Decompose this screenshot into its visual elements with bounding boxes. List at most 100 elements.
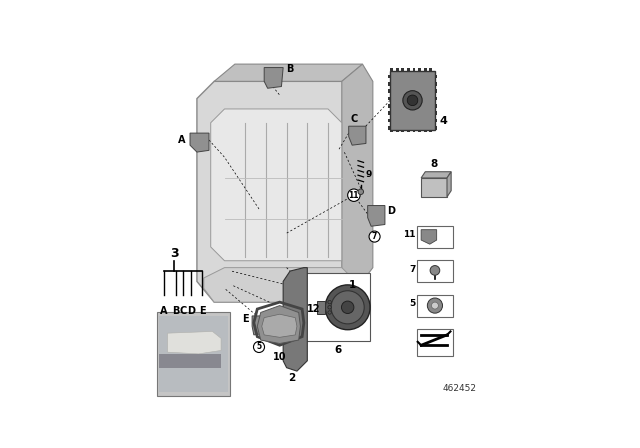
Text: D: D (387, 206, 395, 216)
Circle shape (348, 189, 360, 202)
Polygon shape (159, 354, 221, 368)
Circle shape (407, 95, 418, 106)
Circle shape (331, 291, 364, 324)
Circle shape (328, 306, 332, 309)
Bar (388, 104, 390, 108)
Circle shape (358, 189, 364, 194)
Text: 5: 5 (257, 342, 262, 352)
Polygon shape (342, 64, 373, 302)
Text: 11: 11 (349, 191, 359, 200)
Bar (413, 129, 415, 133)
Bar (435, 82, 437, 86)
Polygon shape (264, 68, 283, 88)
Bar (396, 68, 399, 71)
Circle shape (342, 301, 354, 314)
Text: 12: 12 (307, 304, 321, 314)
Bar (413, 68, 415, 71)
Polygon shape (211, 109, 342, 261)
Bar (424, 68, 426, 71)
Text: 4: 4 (439, 116, 447, 126)
Text: 9: 9 (366, 170, 372, 179)
FancyBboxPatch shape (421, 178, 447, 197)
Text: 10: 10 (273, 352, 287, 362)
Polygon shape (204, 267, 352, 302)
Bar (401, 68, 404, 71)
FancyBboxPatch shape (417, 225, 453, 248)
Circle shape (430, 266, 440, 275)
Text: B: B (172, 306, 179, 316)
Polygon shape (214, 64, 362, 82)
Text: 7: 7 (410, 264, 416, 274)
FancyBboxPatch shape (390, 71, 435, 129)
Text: 462452: 462452 (442, 384, 476, 393)
Bar (435, 75, 437, 78)
Bar (390, 129, 393, 133)
Text: B: B (287, 64, 294, 74)
Polygon shape (257, 306, 300, 344)
Text: 7: 7 (372, 232, 377, 241)
Bar (388, 126, 390, 129)
Polygon shape (197, 82, 362, 302)
Bar (401, 129, 404, 133)
Bar (435, 111, 437, 115)
FancyBboxPatch shape (307, 273, 371, 341)
Bar (388, 111, 390, 115)
Bar (388, 119, 390, 122)
Circle shape (369, 231, 380, 242)
Polygon shape (168, 332, 221, 354)
Polygon shape (252, 316, 266, 335)
Polygon shape (349, 126, 366, 145)
Polygon shape (421, 172, 451, 178)
Bar (396, 129, 399, 133)
FancyBboxPatch shape (417, 260, 453, 282)
Polygon shape (283, 267, 307, 371)
Polygon shape (447, 172, 451, 197)
Text: C: C (351, 114, 358, 124)
Circle shape (403, 90, 422, 110)
Text: A: A (161, 306, 168, 316)
Bar (429, 68, 432, 71)
Bar (407, 68, 410, 71)
Text: 6: 6 (335, 345, 342, 355)
Circle shape (328, 301, 332, 304)
Polygon shape (421, 230, 436, 244)
Text: 5: 5 (410, 299, 416, 308)
Bar (407, 129, 410, 133)
Circle shape (328, 311, 332, 314)
Circle shape (253, 341, 264, 353)
Bar (424, 129, 426, 133)
FancyBboxPatch shape (417, 329, 453, 356)
Bar (418, 68, 421, 71)
Polygon shape (367, 206, 385, 226)
Circle shape (325, 285, 370, 330)
Text: 11: 11 (403, 230, 416, 239)
Text: D: D (187, 306, 195, 316)
Bar (435, 119, 437, 122)
Bar (435, 104, 437, 108)
Polygon shape (159, 316, 228, 392)
Bar (418, 129, 421, 133)
Circle shape (431, 302, 438, 309)
FancyBboxPatch shape (317, 301, 325, 314)
Bar (429, 129, 432, 133)
Text: 1: 1 (348, 280, 356, 290)
FancyBboxPatch shape (417, 294, 453, 317)
Bar (435, 97, 437, 100)
Bar (388, 82, 390, 86)
Text: E: E (199, 306, 205, 316)
Bar (435, 89, 437, 93)
Text: 2: 2 (288, 373, 296, 383)
FancyBboxPatch shape (157, 312, 230, 396)
Text: A: A (179, 135, 186, 145)
Text: 8: 8 (431, 159, 438, 169)
Text: E: E (242, 314, 249, 324)
Bar (388, 75, 390, 78)
Text: C: C (179, 306, 187, 316)
Text: 3: 3 (170, 247, 179, 260)
Bar (390, 68, 393, 71)
Polygon shape (262, 314, 297, 337)
Bar (388, 97, 390, 100)
Polygon shape (190, 133, 209, 152)
Bar (388, 89, 390, 93)
Circle shape (428, 298, 442, 313)
